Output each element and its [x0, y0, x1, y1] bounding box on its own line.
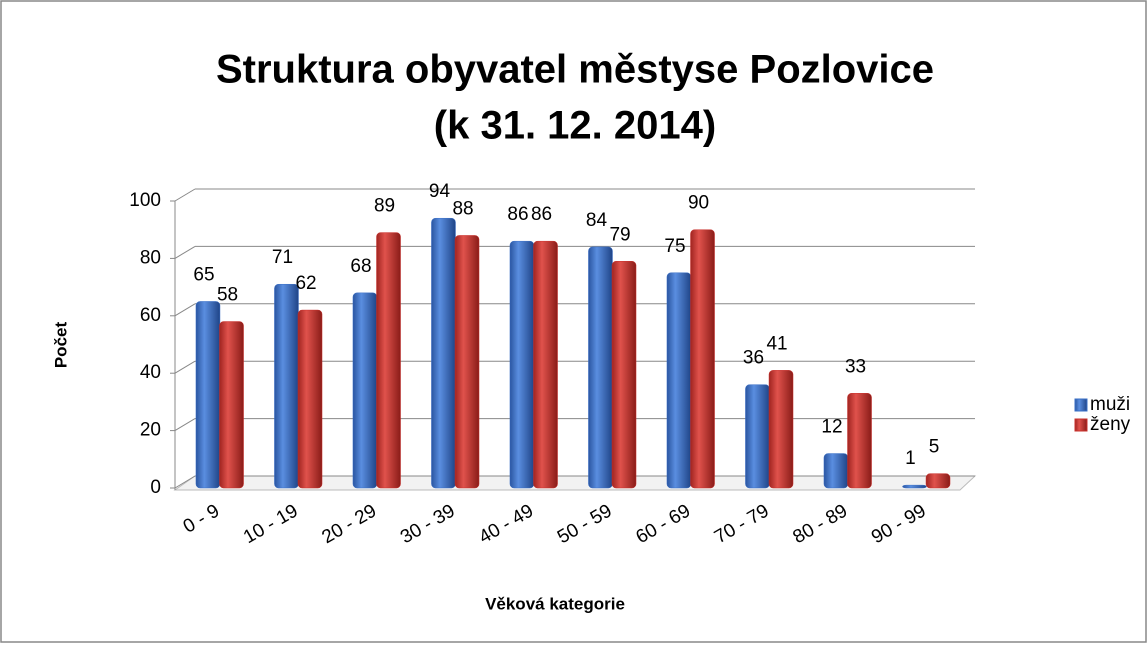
bar [902, 484, 927, 489]
legend-marker [1074, 398, 1088, 412]
y-tick-label: 60 [140, 305, 161, 326]
value-label: 41 [766, 333, 787, 354]
x-axis-label: Věková kategorie [485, 594, 625, 613]
value-label: 12 [821, 417, 842, 438]
bar [847, 393, 872, 489]
bar [195, 301, 221, 489]
value-label: 86 [507, 204, 528, 225]
bar [690, 229, 715, 489]
bar [768, 370, 794, 489]
bar [588, 246, 613, 489]
bar [297, 309, 323, 489]
y-tick-label: 40 [140, 362, 161, 383]
value-label: 36 [743, 348, 764, 369]
chart-title: (k 31. 12. 2014) [434, 104, 716, 148]
value-label: 33 [845, 356, 866, 377]
bar [274, 283, 299, 489]
grid-line [174, 418, 196, 432]
value-label: 79 [609, 224, 630, 245]
legend-marker [1074, 418, 1088, 432]
bar [823, 453, 849, 489]
value-label: 86 [531, 204, 552, 225]
y-tick-label: 0 [150, 477, 161, 498]
value-label: 94 [429, 181, 451, 202]
y-tick-label: 100 [129, 190, 161, 211]
value-label: 1 [905, 448, 916, 469]
bar [454, 235, 480, 489]
grid-line [174, 475, 196, 489]
bar [611, 261, 637, 489]
value-label: 62 [295, 273, 316, 294]
legend-label: ženy [1090, 414, 1131, 435]
value-label: 58 [217, 285, 238, 306]
value-label: 90 [688, 193, 709, 214]
legend-label: muži [1090, 394, 1130, 415]
bar [533, 240, 558, 489]
grid-line [174, 245, 196, 259]
bar [352, 292, 378, 489]
value-label: 65 [193, 264, 214, 285]
grid-line [174, 360, 196, 374]
bar [745, 384, 770, 489]
value-label: 5 [929, 437, 940, 458]
value-label: 71 [272, 247, 293, 268]
y-tick-label: 80 [140, 247, 161, 268]
bar [219, 321, 244, 489]
y-tick-label: 20 [140, 420, 161, 441]
value-label: 75 [664, 236, 685, 257]
value-label: 84 [586, 210, 608, 231]
bar [376, 232, 401, 489]
y-axis-label: Počet [51, 322, 70, 369]
bar [431, 217, 456, 489]
chart-title: Struktura obyvatel městyse Pozlovice [216, 48, 934, 92]
bar [925, 473, 951, 489]
grid-line [174, 303, 196, 317]
value-label: 88 [452, 198, 473, 219]
bar [509, 240, 535, 489]
value-label: 68 [350, 256, 371, 277]
value-label: 89 [374, 196, 395, 217]
bar [666, 272, 692, 489]
grid-line [174, 188, 196, 202]
